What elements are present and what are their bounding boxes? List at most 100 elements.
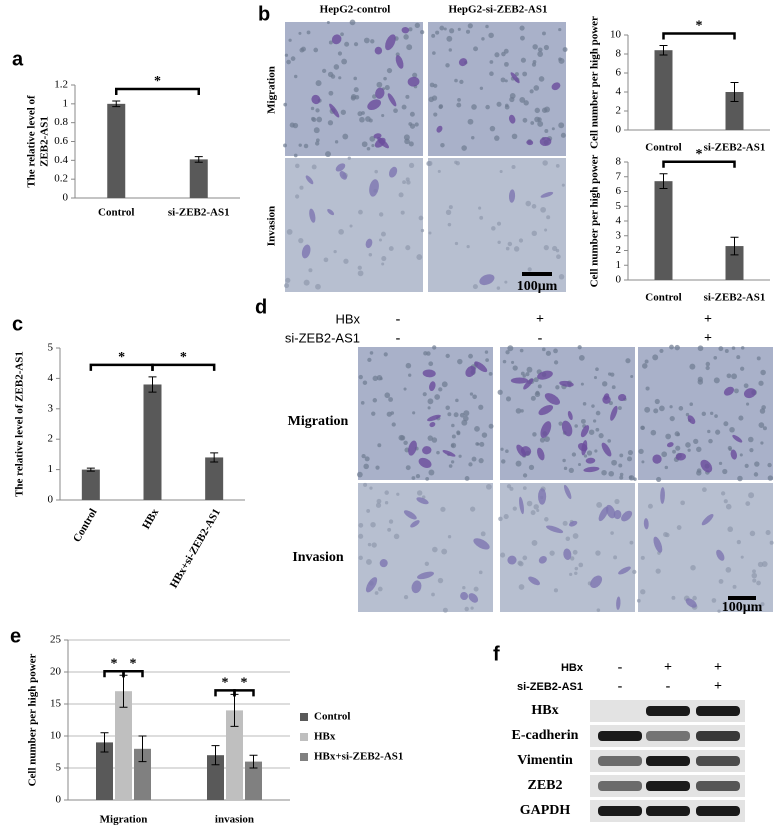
pore xyxy=(306,30,311,35)
pore xyxy=(522,473,528,478)
y-tick-label: 10 xyxy=(610,29,622,41)
pore xyxy=(381,113,385,118)
pore xyxy=(519,97,526,103)
pore xyxy=(284,283,290,289)
pore xyxy=(405,465,411,471)
pore xyxy=(523,100,529,106)
y-tick-label: 20 xyxy=(50,666,62,678)
cell xyxy=(590,575,603,589)
condition-sign: + xyxy=(664,660,672,675)
pore xyxy=(568,467,574,474)
blot-band xyxy=(646,756,690,766)
pore xyxy=(544,129,549,133)
pore xyxy=(676,432,681,437)
pore xyxy=(577,462,582,467)
bar xyxy=(107,103,126,198)
pore xyxy=(293,153,298,158)
pore xyxy=(743,383,749,389)
pore xyxy=(513,246,520,252)
pore xyxy=(496,286,501,290)
pore xyxy=(367,357,372,362)
pore xyxy=(690,564,696,571)
x-tick-label: invasion xyxy=(215,814,254,826)
pore xyxy=(467,23,473,29)
pore xyxy=(740,366,745,371)
significance-bracket xyxy=(103,669,125,678)
y-tick-label: 4 xyxy=(616,215,622,227)
cell xyxy=(613,510,622,520)
pore xyxy=(358,533,364,539)
pore xyxy=(504,103,509,108)
cell xyxy=(339,170,347,180)
pore xyxy=(503,514,509,520)
pore xyxy=(315,138,320,143)
pore xyxy=(372,94,377,99)
pore xyxy=(718,461,723,466)
pore xyxy=(504,61,509,67)
cell xyxy=(743,388,757,399)
pore xyxy=(447,535,452,539)
pore xyxy=(736,355,741,360)
pore xyxy=(478,458,484,464)
pore xyxy=(753,472,759,477)
pore xyxy=(313,47,319,53)
pore xyxy=(626,456,633,462)
pore xyxy=(593,376,597,380)
blot-label: ZEB2 xyxy=(527,778,562,793)
pore xyxy=(465,29,471,34)
pore xyxy=(680,500,685,506)
pore xyxy=(464,476,470,481)
cell xyxy=(723,386,735,396)
pore xyxy=(402,180,406,185)
y-axis-label: Cell number per high power xyxy=(589,154,601,287)
cell xyxy=(621,510,633,522)
pore xyxy=(445,63,450,68)
pore xyxy=(368,252,373,257)
cell xyxy=(429,422,436,428)
pore xyxy=(619,472,624,477)
pore xyxy=(476,442,480,446)
pore xyxy=(630,374,634,379)
pore xyxy=(558,57,565,64)
pore xyxy=(665,433,672,440)
pore xyxy=(693,438,699,445)
pore xyxy=(416,254,423,260)
pore xyxy=(418,215,424,221)
cell xyxy=(327,208,335,216)
pore xyxy=(531,204,537,209)
y-tick-label: 6 xyxy=(616,185,622,197)
pore xyxy=(644,359,649,364)
pore xyxy=(530,510,536,516)
pore xyxy=(659,348,664,353)
pore xyxy=(471,136,475,140)
y-tick-label: 25 xyxy=(50,634,62,646)
row-label: Invasion xyxy=(266,206,278,246)
pore xyxy=(618,463,623,468)
pore xyxy=(505,350,510,355)
cell xyxy=(538,488,547,505)
cell xyxy=(537,370,553,380)
pore xyxy=(448,205,453,210)
cell xyxy=(436,125,443,133)
significance-label: * xyxy=(111,656,118,671)
pore xyxy=(378,212,384,217)
pore xyxy=(574,571,578,576)
cell xyxy=(660,487,665,504)
pore xyxy=(678,406,684,411)
pore xyxy=(500,77,506,83)
pore xyxy=(577,345,582,350)
cell xyxy=(652,454,662,464)
cell xyxy=(537,447,545,461)
pore xyxy=(689,363,696,370)
pore xyxy=(640,425,646,430)
cell xyxy=(569,520,578,527)
cell xyxy=(538,556,547,564)
condition-sign: + xyxy=(704,312,712,327)
pore xyxy=(429,82,435,88)
panel-letter: e xyxy=(10,625,21,647)
pore xyxy=(366,146,371,151)
pore xyxy=(553,360,559,365)
pore xyxy=(722,468,728,475)
bar xyxy=(245,761,262,800)
pore xyxy=(488,372,493,376)
